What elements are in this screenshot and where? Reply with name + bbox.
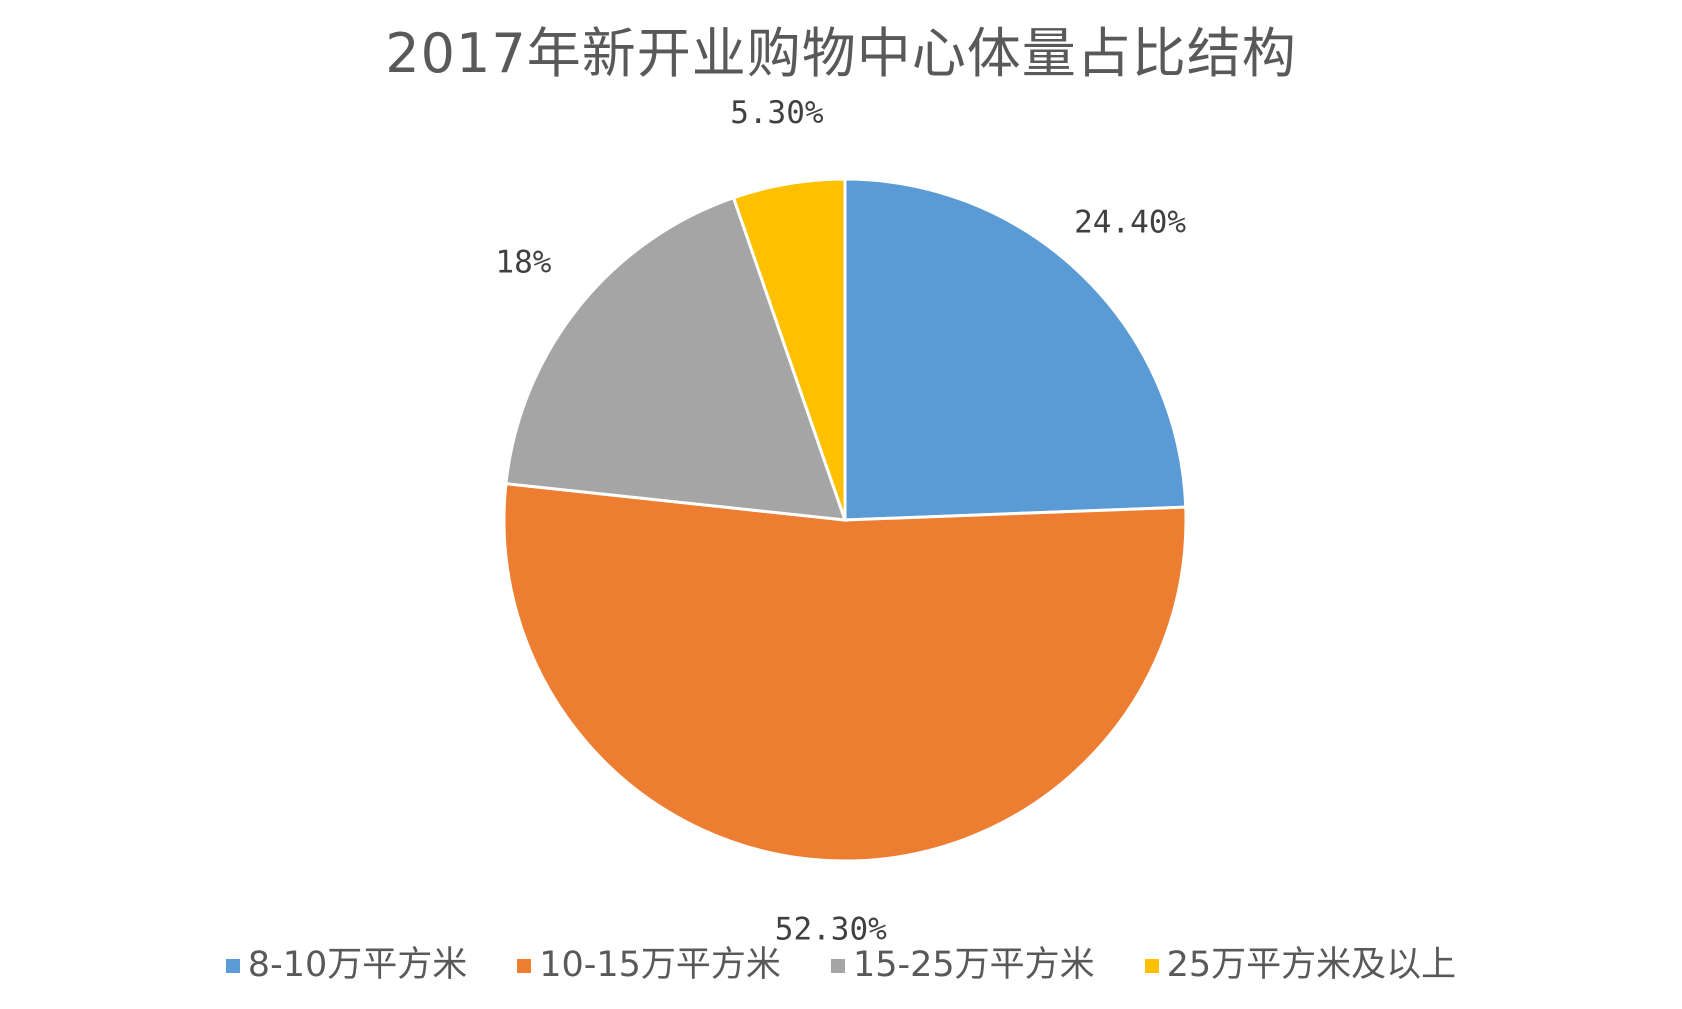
pie-slice (843, 177, 1188, 522)
legend-swatch (225, 958, 240, 973)
legend-label: 25万平方米及以上 (1166, 945, 1457, 985)
legend-swatch (1144, 958, 1159, 973)
legend-label: 10-15万平方米 (539, 945, 781, 985)
legend-label: 15-25万平方米 (852, 945, 1095, 985)
legend-item: 8-10万平方米 (225, 945, 468, 985)
legend-item: 25万平方米及以上 (1144, 945, 1457, 985)
pie-slice (502, 481, 1188, 863)
pie-slice (731, 177, 847, 521)
data-label: 18% (495, 245, 551, 281)
data-label: 5.30% (730, 95, 824, 131)
data-label: 52.30% (775, 911, 887, 947)
legend-item: 15-25万平方米 (830, 945, 1095, 985)
legend-swatch (517, 958, 532, 973)
legend-item: 10-15万平方米 (517, 948, 781, 983)
chart-title: 2017年新开业购物中心体量占比结构 (385, 22, 1297, 85)
data-label: 24.40% (1074, 204, 1186, 240)
legend-label: 8-10万平方米 (247, 945, 468, 985)
legend-swatch (830, 958, 845, 973)
chart-legend: 8-10万平方米 10-15万平方米 15-25万平方米 25万平方米及以上 (0, 948, 1682, 983)
